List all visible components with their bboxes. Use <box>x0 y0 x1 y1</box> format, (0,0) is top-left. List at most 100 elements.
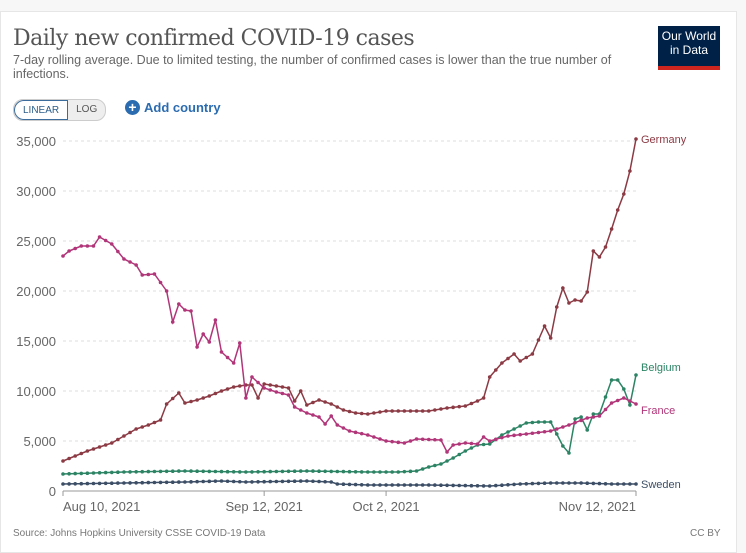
data-point <box>158 280 163 285</box>
data-point <box>134 427 138 431</box>
data-point <box>177 391 181 395</box>
data-point <box>274 479 279 484</box>
data-point <box>530 481 535 486</box>
data-point <box>274 469 279 474</box>
data-point <box>518 424 522 428</box>
owid-logo[interactable]: Our World in Data <box>658 26 720 70</box>
data-point <box>561 425 565 429</box>
data-point <box>91 471 96 475</box>
data-point <box>128 481 132 485</box>
data-point <box>372 411 376 415</box>
log-button[interactable]: LOG <box>76 104 98 115</box>
linear-button[interactable]: LINEAR <box>14 100 69 120</box>
data-point <box>164 469 169 474</box>
data-point <box>298 479 303 483</box>
data-point <box>365 483 370 487</box>
data-point <box>347 429 352 433</box>
data-point <box>91 481 96 486</box>
data-point <box>128 260 132 264</box>
data-point <box>548 429 553 433</box>
data-point <box>542 324 547 328</box>
data-point <box>219 479 224 483</box>
data-point <box>329 480 334 484</box>
data-point <box>506 483 510 487</box>
data-point <box>122 481 126 485</box>
data-point <box>231 470 236 474</box>
data-point <box>201 396 206 400</box>
data-point <box>628 399 632 403</box>
data-point <box>286 479 291 484</box>
data-point <box>73 246 77 251</box>
data-point <box>481 435 486 439</box>
data-point <box>305 411 309 415</box>
data-point <box>591 415 596 419</box>
data-point <box>177 480 181 484</box>
data-point <box>481 396 486 400</box>
data-point <box>573 417 577 421</box>
data-point <box>213 318 218 322</box>
data-point <box>164 402 169 406</box>
data-point <box>524 482 529 486</box>
data-point <box>512 352 516 356</box>
data-point <box>177 469 181 473</box>
data-point <box>225 469 230 474</box>
data-point <box>292 469 297 474</box>
data-point <box>219 350 224 354</box>
data-point <box>433 483 437 487</box>
data-point <box>146 272 151 277</box>
data-point <box>390 409 394 413</box>
data-point <box>353 482 358 487</box>
data-point <box>201 469 206 474</box>
data-point <box>573 298 577 302</box>
data-point <box>420 483 425 487</box>
series-label: France <box>641 405 675 417</box>
data-point <box>481 442 486 447</box>
data-point <box>250 375 254 379</box>
data-point <box>311 469 315 473</box>
data-point <box>420 437 425 442</box>
data-point <box>79 244 84 248</box>
data-point <box>469 441 474 446</box>
data-point <box>195 469 199 474</box>
data-point <box>573 481 577 485</box>
data-point <box>140 273 145 277</box>
y-tick-label: 30,000 <box>16 184 56 199</box>
data-point <box>207 469 212 474</box>
data-point <box>134 470 138 474</box>
data-point <box>353 430 358 435</box>
data-point <box>311 413 315 417</box>
data-point <box>237 479 242 484</box>
data-point <box>250 383 254 387</box>
source-note[interactable]: Source: Johns Hopkins University CSSE CO… <box>13 528 266 539</box>
data-point <box>323 479 327 484</box>
data-point <box>585 428 590 432</box>
data-point <box>183 308 187 312</box>
data-point <box>518 482 522 486</box>
data-point <box>170 469 175 474</box>
data-point <box>561 286 565 290</box>
data-point <box>231 361 236 365</box>
data-point <box>390 470 394 474</box>
data-point <box>439 483 443 488</box>
add-country-button[interactable]: + Add country <box>125 100 221 115</box>
data-point <box>396 483 401 487</box>
series-label: Germany <box>641 134 687 146</box>
data-point <box>487 484 492 488</box>
license[interactable]: CC BY <box>690 528 721 539</box>
data-point <box>317 398 321 402</box>
data-point <box>329 469 334 474</box>
data-point <box>122 434 126 438</box>
data-point <box>292 405 297 409</box>
data-point <box>384 409 388 413</box>
data-point <box>195 398 199 402</box>
data-point <box>396 440 401 445</box>
data-point <box>280 385 285 389</box>
data-point <box>341 426 346 430</box>
data-point <box>500 435 504 440</box>
data-point <box>634 373 638 377</box>
data-point <box>548 481 553 485</box>
data-point <box>280 469 285 474</box>
data-point <box>585 416 590 420</box>
data-point <box>85 449 90 453</box>
data-point <box>530 431 535 436</box>
